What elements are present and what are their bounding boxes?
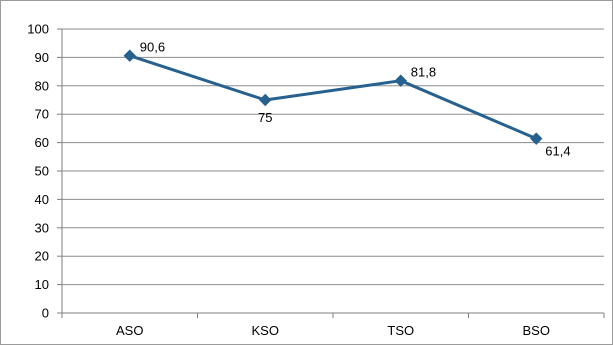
series-bars [123,49,543,145]
y-tick-label: 100 [27,22,49,37]
data-point-marker [123,49,136,62]
y-tick-label: 60 [35,135,49,150]
x-tick-label: KSO [252,323,279,338]
y-tick-label: 50 [35,164,49,179]
y-tick-labels: 0 10 20 30 40 50 60 70 80 90 100 [27,22,49,321]
y-tick-label: 10 [35,277,49,292]
gridlines [62,28,604,286]
data-label: 81,8 [411,65,436,80]
y-tick-label: 70 [35,107,49,122]
y-tick-label: 30 [35,220,49,235]
data-labels: 90,6 75 81,8 61,4 [140,40,571,159]
x-tick-label: TSO [387,323,414,338]
data-point-marker [259,93,272,107]
x-tick-label: BSO [523,323,550,338]
data-point-marker [394,74,407,87]
y-tick-label: 80 [35,78,49,93]
axes [57,28,605,318]
data-label: 90,6 [140,40,165,55]
data-point-marker [530,132,543,145]
y-tick-label: 20 [35,249,49,264]
data-label: 75 [258,110,272,125]
y-tick-label: 40 [35,192,49,207]
y-tick-label: 90 [35,50,49,65]
data-label: 61,4 [545,144,570,159]
x-tick-label: ASO [116,323,143,338]
series-line [129,54,537,141]
x-tick-labels: ASO KSO TSO BSO [116,323,550,338]
y-tick-label: 0 [42,306,49,321]
